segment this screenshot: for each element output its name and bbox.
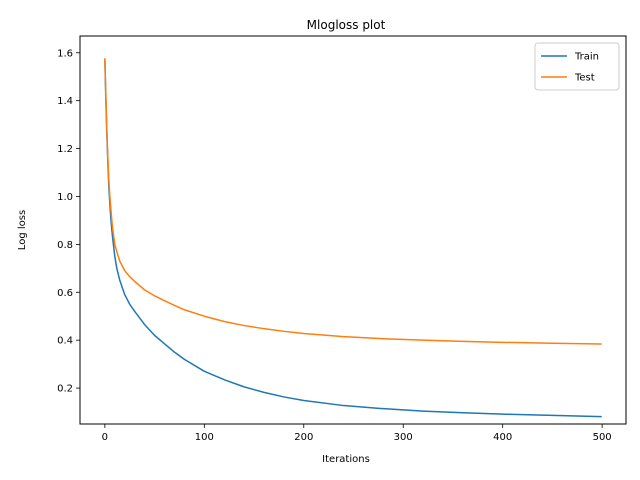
y-tick-label: 1.2 <box>57 144 73 155</box>
x-axis-label: Iterations <box>322 454 370 465</box>
y-tick-label: 1.0 <box>57 192 73 203</box>
x-tick-label: 500 <box>593 432 612 443</box>
x-tick-label: 300 <box>394 432 413 443</box>
plot-area <box>104 58 602 418</box>
y-tick-label: 0.6 <box>57 288 73 299</box>
y-tick-label: 1.6 <box>57 48 73 59</box>
x-tick-label: 400 <box>493 432 512 443</box>
y-axis: 0.2 0.4 0.6 0.8 1.0 1.2 1.4 1.6 <box>57 48 80 395</box>
x-tick-label: 100 <box>195 432 214 443</box>
axes-frame <box>79 35 627 425</box>
y-tick-label: 1.4 <box>57 96 73 107</box>
y-tick-label: 0.4 <box>57 336 73 347</box>
legend-label-train: Train <box>574 52 599 63</box>
x-tick-label: 0 <box>102 432 108 443</box>
x-axis: 0 100 200 300 400 500 <box>102 424 612 443</box>
y-tick-label: 0.2 <box>57 384 73 395</box>
legend: Train Test <box>534 42 620 91</box>
legend-label-test: Test <box>574 73 595 84</box>
y-axis-label: Log loss <box>17 210 28 250</box>
chart-title: Mlogloss plot <box>307 18 386 32</box>
series-line-test <box>104 58 602 345</box>
legend-box <box>534 42 620 91</box>
x-tick-label: 200 <box>294 432 313 443</box>
y-tick-label: 0.8 <box>57 240 73 251</box>
